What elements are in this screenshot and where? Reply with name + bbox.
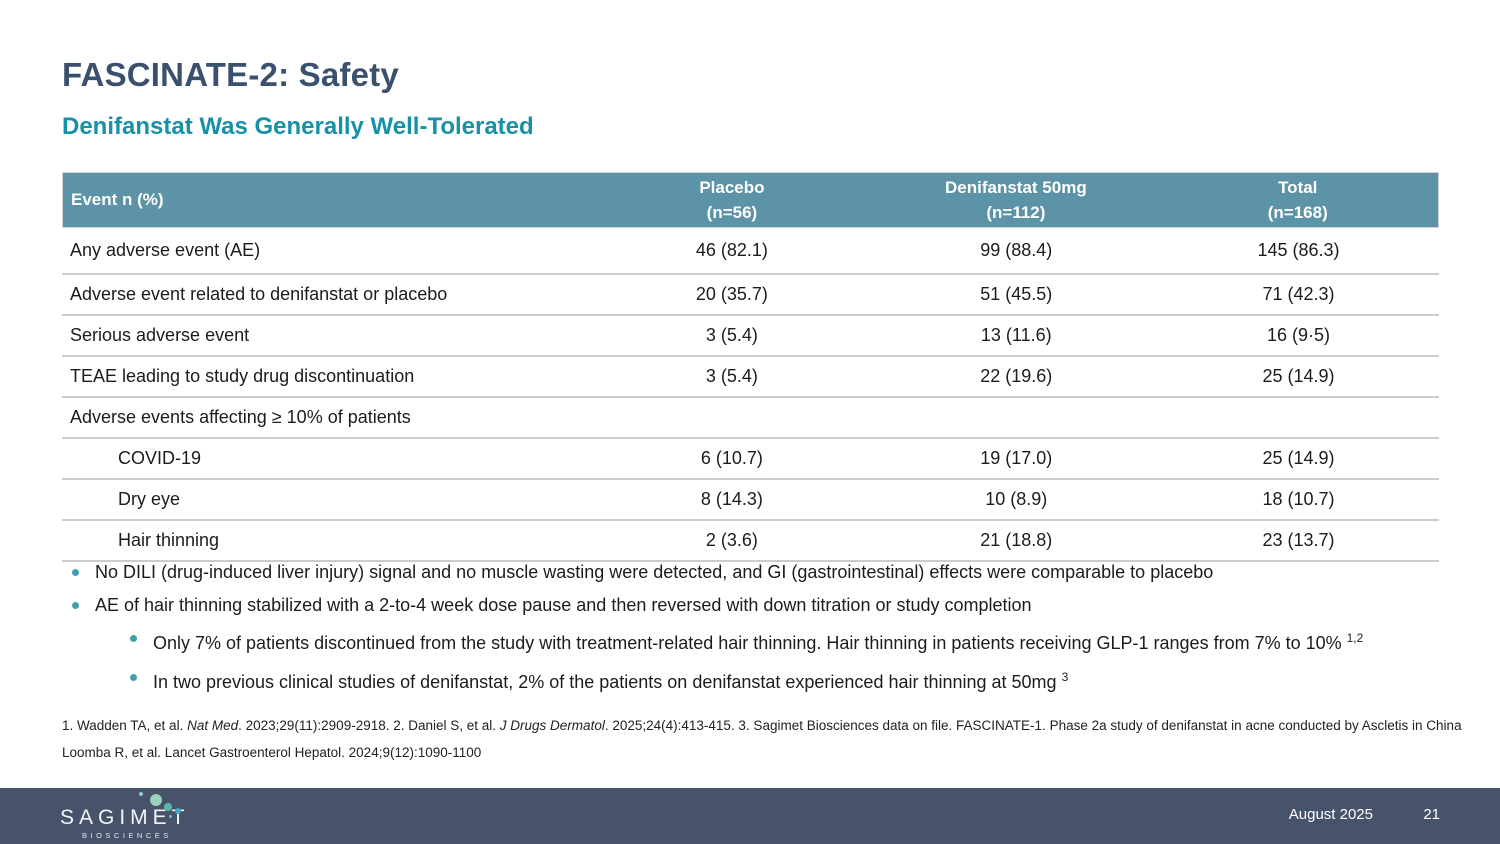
table-row: Adverse event related to denifanstat or … xyxy=(62,275,1439,316)
column-header-denifanstat: Denifanstat 50mg (n=112) xyxy=(945,178,1087,222)
column-header-placebo: Placebo (n=56) xyxy=(699,178,765,222)
page-number: 21 xyxy=(1423,806,1440,823)
bullet-dot-icon xyxy=(72,602,79,609)
adverse-events-table: Event n (%) Placebo (n=56) Denifanstat 5… xyxy=(62,172,1439,562)
footnote-citation: Loomba R, et al. Lancet Gastroenterol He… xyxy=(62,745,482,760)
table-row: Serious adverse event 3 (5.4) 13 (11.6) … xyxy=(62,316,1439,357)
page-title: FASCINATE-2: Safety xyxy=(62,56,399,93)
bullet-dot-icon xyxy=(130,635,137,642)
slide-footer: SAGIMET BIOSCIENCES August 2025 21 xyxy=(0,788,1500,844)
table-row: TEAE leading to study drug discontinuati… xyxy=(62,357,1439,398)
list-sub-item: In two previous clinical studies of deni… xyxy=(126,665,1460,695)
table-row: Any adverse event (AE) 46 (82.1) 99 (88.… xyxy=(62,228,1439,275)
bullet-dot-icon xyxy=(130,674,137,681)
list-item: AE of hair thinning stabilized with a 2-… xyxy=(68,593,1460,618)
reference-superscript: 3 xyxy=(1061,670,1069,684)
logo-brand-name: SAGIMET xyxy=(60,806,190,829)
table-row: Hair thinning 2 (3.6) 21 (18.8) 23 (13.7… xyxy=(62,521,1439,562)
list-item: No DILI (drug-induced liver injury) sign… xyxy=(68,560,1460,585)
footnote-references: 1. Wadden TA, et al. Nat Med. 2023;29(11… xyxy=(62,718,1462,733)
table-row: Dry eye 8 (14.3) 10 (8.9) 18 (10.7) xyxy=(62,480,1439,521)
table-header-row: Event n (%) Placebo (n=56) Denifanstat 5… xyxy=(62,172,1439,228)
column-header-event: Event n (%) xyxy=(71,190,164,209)
slide-date: August 2025 xyxy=(1288,806,1373,823)
logo-brand-subtitle: BIOSCIENCES xyxy=(82,831,172,840)
table-row: COVID-19 6 (10.7) 19 (17.0) 25 (14.9) xyxy=(62,439,1439,480)
column-header-total: Total (n=168) xyxy=(1267,178,1328,222)
table-section-row: Adverse events affecting ≥ 10% of patien… xyxy=(62,398,1439,439)
sagimet-logo: SAGIMET BIOSCIENCES xyxy=(60,792,190,840)
key-points-list: No DILI (drug-induced liver injury) sign… xyxy=(68,560,1460,704)
footnotes: 1. Wadden TA, et al. Nat Med. 2023;29(11… xyxy=(62,717,1468,762)
logo-dots-icon xyxy=(136,792,196,818)
page-subtitle: Denifanstat Was Generally Well-Tolerated xyxy=(62,113,534,140)
list-sub-item: Only 7% of patients discontinued from th… xyxy=(126,626,1460,656)
bullet-dot-icon xyxy=(72,569,79,576)
reference-superscript: 1,2 xyxy=(1346,631,1364,645)
